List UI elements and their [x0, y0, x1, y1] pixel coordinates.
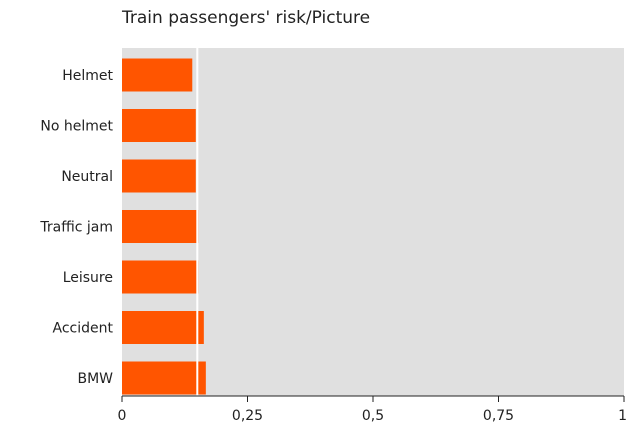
bar-leisure — [122, 260, 199, 294]
chart-title: Train passengers' risk/Picture — [122, 8, 371, 28]
bar-accident — [122, 311, 204, 344]
x-tick-label: 0,5 — [362, 408, 384, 424]
bar-bmw — [122, 361, 206, 395]
category-labels: Helmet No helmet Neutral Traffic jam Leisure… — [39, 68, 113, 387]
category-label-helmet: Helmet — [62, 68, 113, 84]
category-label-leisure: Leisure — [63, 270, 113, 286]
plot-background — [122, 48, 624, 396]
x-axis: 0 0,25 0,5 0,75 1 — [118, 395, 627, 424]
x-tick-label: 0 — [118, 408, 127, 424]
x-tick-label: 1 — [618, 408, 627, 424]
category-label-neutral: Neutral — [61, 169, 113, 185]
category-label-accident: Accident — [53, 321, 114, 337]
bars-layer — [122, 58, 206, 395]
category-label-traffic-jam: Traffic jam — [39, 220, 113, 236]
category-label-no-helmet: No helmet — [40, 119, 113, 135]
x-tick-label: 0,25 — [232, 408, 263, 424]
bar-traffic-jam — [122, 210, 199, 243]
bar-no-helmet — [122, 109, 196, 142]
bar-neutral — [122, 159, 196, 193]
bar-helmet — [122, 58, 193, 92]
category-label-bmw: BMW — [77, 371, 113, 387]
x-tick-label: 0,75 — [483, 408, 514, 424]
